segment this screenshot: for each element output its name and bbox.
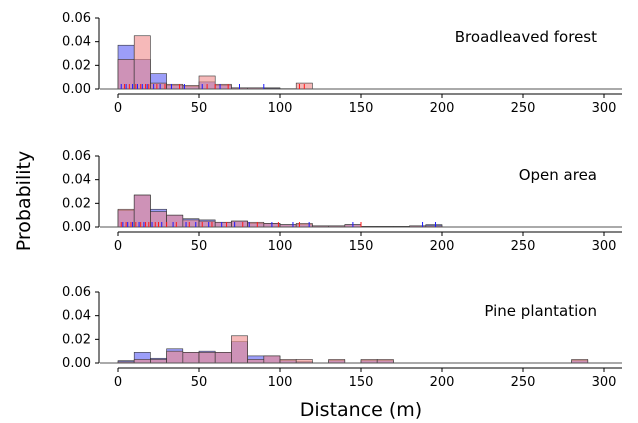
histogram-bar bbox=[247, 221, 265, 228]
y-tick-label: 0.00 bbox=[62, 220, 91, 235]
x-tick-label: 150 bbox=[349, 239, 374, 254]
x-tick-label: 200 bbox=[430, 239, 455, 254]
panel-label: Open area bbox=[519, 166, 597, 184]
histogram-bar bbox=[182, 219, 200, 228]
x-tick-label: 200 bbox=[430, 101, 455, 116]
histogram-bar bbox=[231, 220, 248, 228]
x-tick-label: 0 bbox=[114, 375, 122, 390]
x-tick-label: 300 bbox=[592, 239, 617, 254]
panels: 0.00 0.02 0.04 0.06 0 50 100 150 200 250 300 Broadl… bbox=[62, 11, 622, 390]
x-tick-label: 50 bbox=[191, 101, 208, 116]
x-tick-label: 250 bbox=[511, 375, 536, 390]
histogram-bar bbox=[133, 194, 151, 228]
histogram-bar bbox=[214, 221, 232, 228]
histogram-bar bbox=[279, 359, 297, 364]
x-tick-label: 100 bbox=[268, 101, 293, 116]
x-tick-label: 250 bbox=[511, 239, 536, 254]
histogram-bar bbox=[328, 359, 346, 364]
panel-label: Broadleaved forest bbox=[455, 28, 597, 46]
histogram-bar bbox=[231, 335, 248, 364]
x-tick-label: 200 bbox=[430, 375, 455, 390]
x-axis-label: Distance (m) bbox=[300, 399, 422, 421]
histogram-bar bbox=[263, 355, 281, 364]
x-tick-label: 50 bbox=[191, 239, 208, 254]
y-tick-label: 0.06 bbox=[62, 285, 91, 300]
histogram-bar bbox=[166, 83, 184, 90]
x-tick-label: 100 bbox=[268, 375, 293, 390]
y-axis-label: Probability bbox=[13, 151, 35, 251]
x-tick-label: 50 bbox=[191, 375, 208, 390]
histogram-bar bbox=[376, 359, 394, 364]
histogram-bar bbox=[182, 85, 200, 90]
y-tick-label: 0.00 bbox=[62, 82, 91, 97]
histogram-bar bbox=[247, 359, 265, 364]
histogram-panel: 0.00 0.02 0.04 0.06 0 50 100 150 200 250 300 Open a… bbox=[62, 149, 622, 254]
y-tick-label: 0.02 bbox=[62, 332, 91, 347]
y-tick-label: 0.04 bbox=[62, 35, 91, 50]
y-tick-label: 0.06 bbox=[62, 11, 91, 26]
histogram-bar bbox=[133, 359, 151, 364]
x-tick-label: 150 bbox=[349, 101, 374, 116]
x-tick-label: 150 bbox=[349, 375, 374, 390]
x-tick-label: 0 bbox=[114, 101, 122, 116]
x-tick-label: 250 bbox=[511, 101, 536, 116]
x-tick-label: 300 bbox=[592, 375, 617, 390]
histogram-bar bbox=[133, 35, 151, 90]
y-tick-label: 0.02 bbox=[62, 196, 91, 211]
y-tick-label: 0.04 bbox=[62, 173, 91, 188]
histogram-bar bbox=[214, 352, 232, 364]
histogram-bar bbox=[214, 83, 232, 90]
y-tick-label: 0.02 bbox=[62, 58, 91, 73]
histogram-bar bbox=[295, 223, 313, 228]
y-tick-label: 0.00 bbox=[62, 356, 91, 371]
histogram-bar bbox=[150, 359, 167, 364]
histogram-bar bbox=[198, 352, 216, 364]
histogram-bar bbox=[571, 359, 589, 364]
y-tick-label: 0.06 bbox=[62, 149, 91, 164]
histogram-bar bbox=[166, 350, 184, 364]
y-tick-label: 0.04 bbox=[62, 309, 91, 324]
histogram-bar bbox=[360, 359, 378, 364]
x-tick-label: 100 bbox=[268, 239, 293, 254]
histogram-panel: 0.00 0.02 0.04 0.06 0 50 100 150 200 250 300 Broadl… bbox=[62, 11, 622, 116]
histogram-bar bbox=[295, 359, 313, 364]
histogram-bar bbox=[198, 220, 216, 228]
histogram-panel: 0.00 0.02 0.04 0.06 0 50 100 150 200 250 300 Pine p… bbox=[62, 285, 622, 390]
panel-label: Pine plantation bbox=[484, 302, 597, 320]
histogram-bar bbox=[166, 214, 184, 228]
histogram-bar bbox=[182, 352, 200, 364]
histogram-bar bbox=[150, 82, 167, 90]
x-tick-label: 300 bbox=[592, 101, 617, 116]
x-tick-label: 0 bbox=[114, 239, 122, 254]
